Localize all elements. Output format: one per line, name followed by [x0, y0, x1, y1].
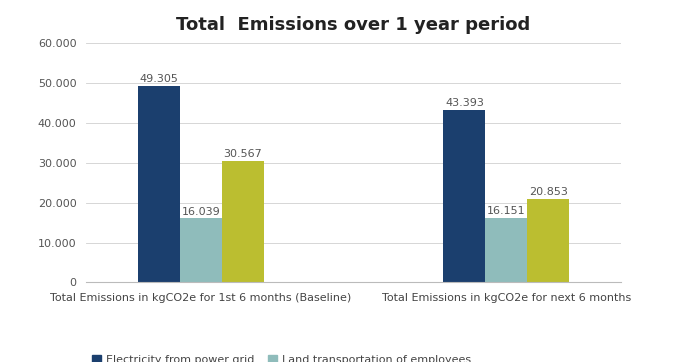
Text: 16.039: 16.039 [181, 206, 220, 216]
Bar [180, 219, 222, 282]
Text: 49.305: 49.305 [139, 74, 178, 84]
Bar [138, 86, 180, 282]
Text: 30.567: 30.567 [224, 149, 262, 159]
Title: Total  Emissions over 1 year period: Total Emissions over 1 year period [177, 16, 531, 34]
Text: 20.853: 20.853 [529, 187, 568, 197]
Bar [485, 218, 527, 282]
Text: 16.151: 16.151 [487, 206, 526, 216]
Bar [444, 110, 485, 282]
Bar [222, 161, 264, 282]
Bar [527, 199, 569, 282]
Text: 43.393: 43.393 [445, 98, 484, 108]
